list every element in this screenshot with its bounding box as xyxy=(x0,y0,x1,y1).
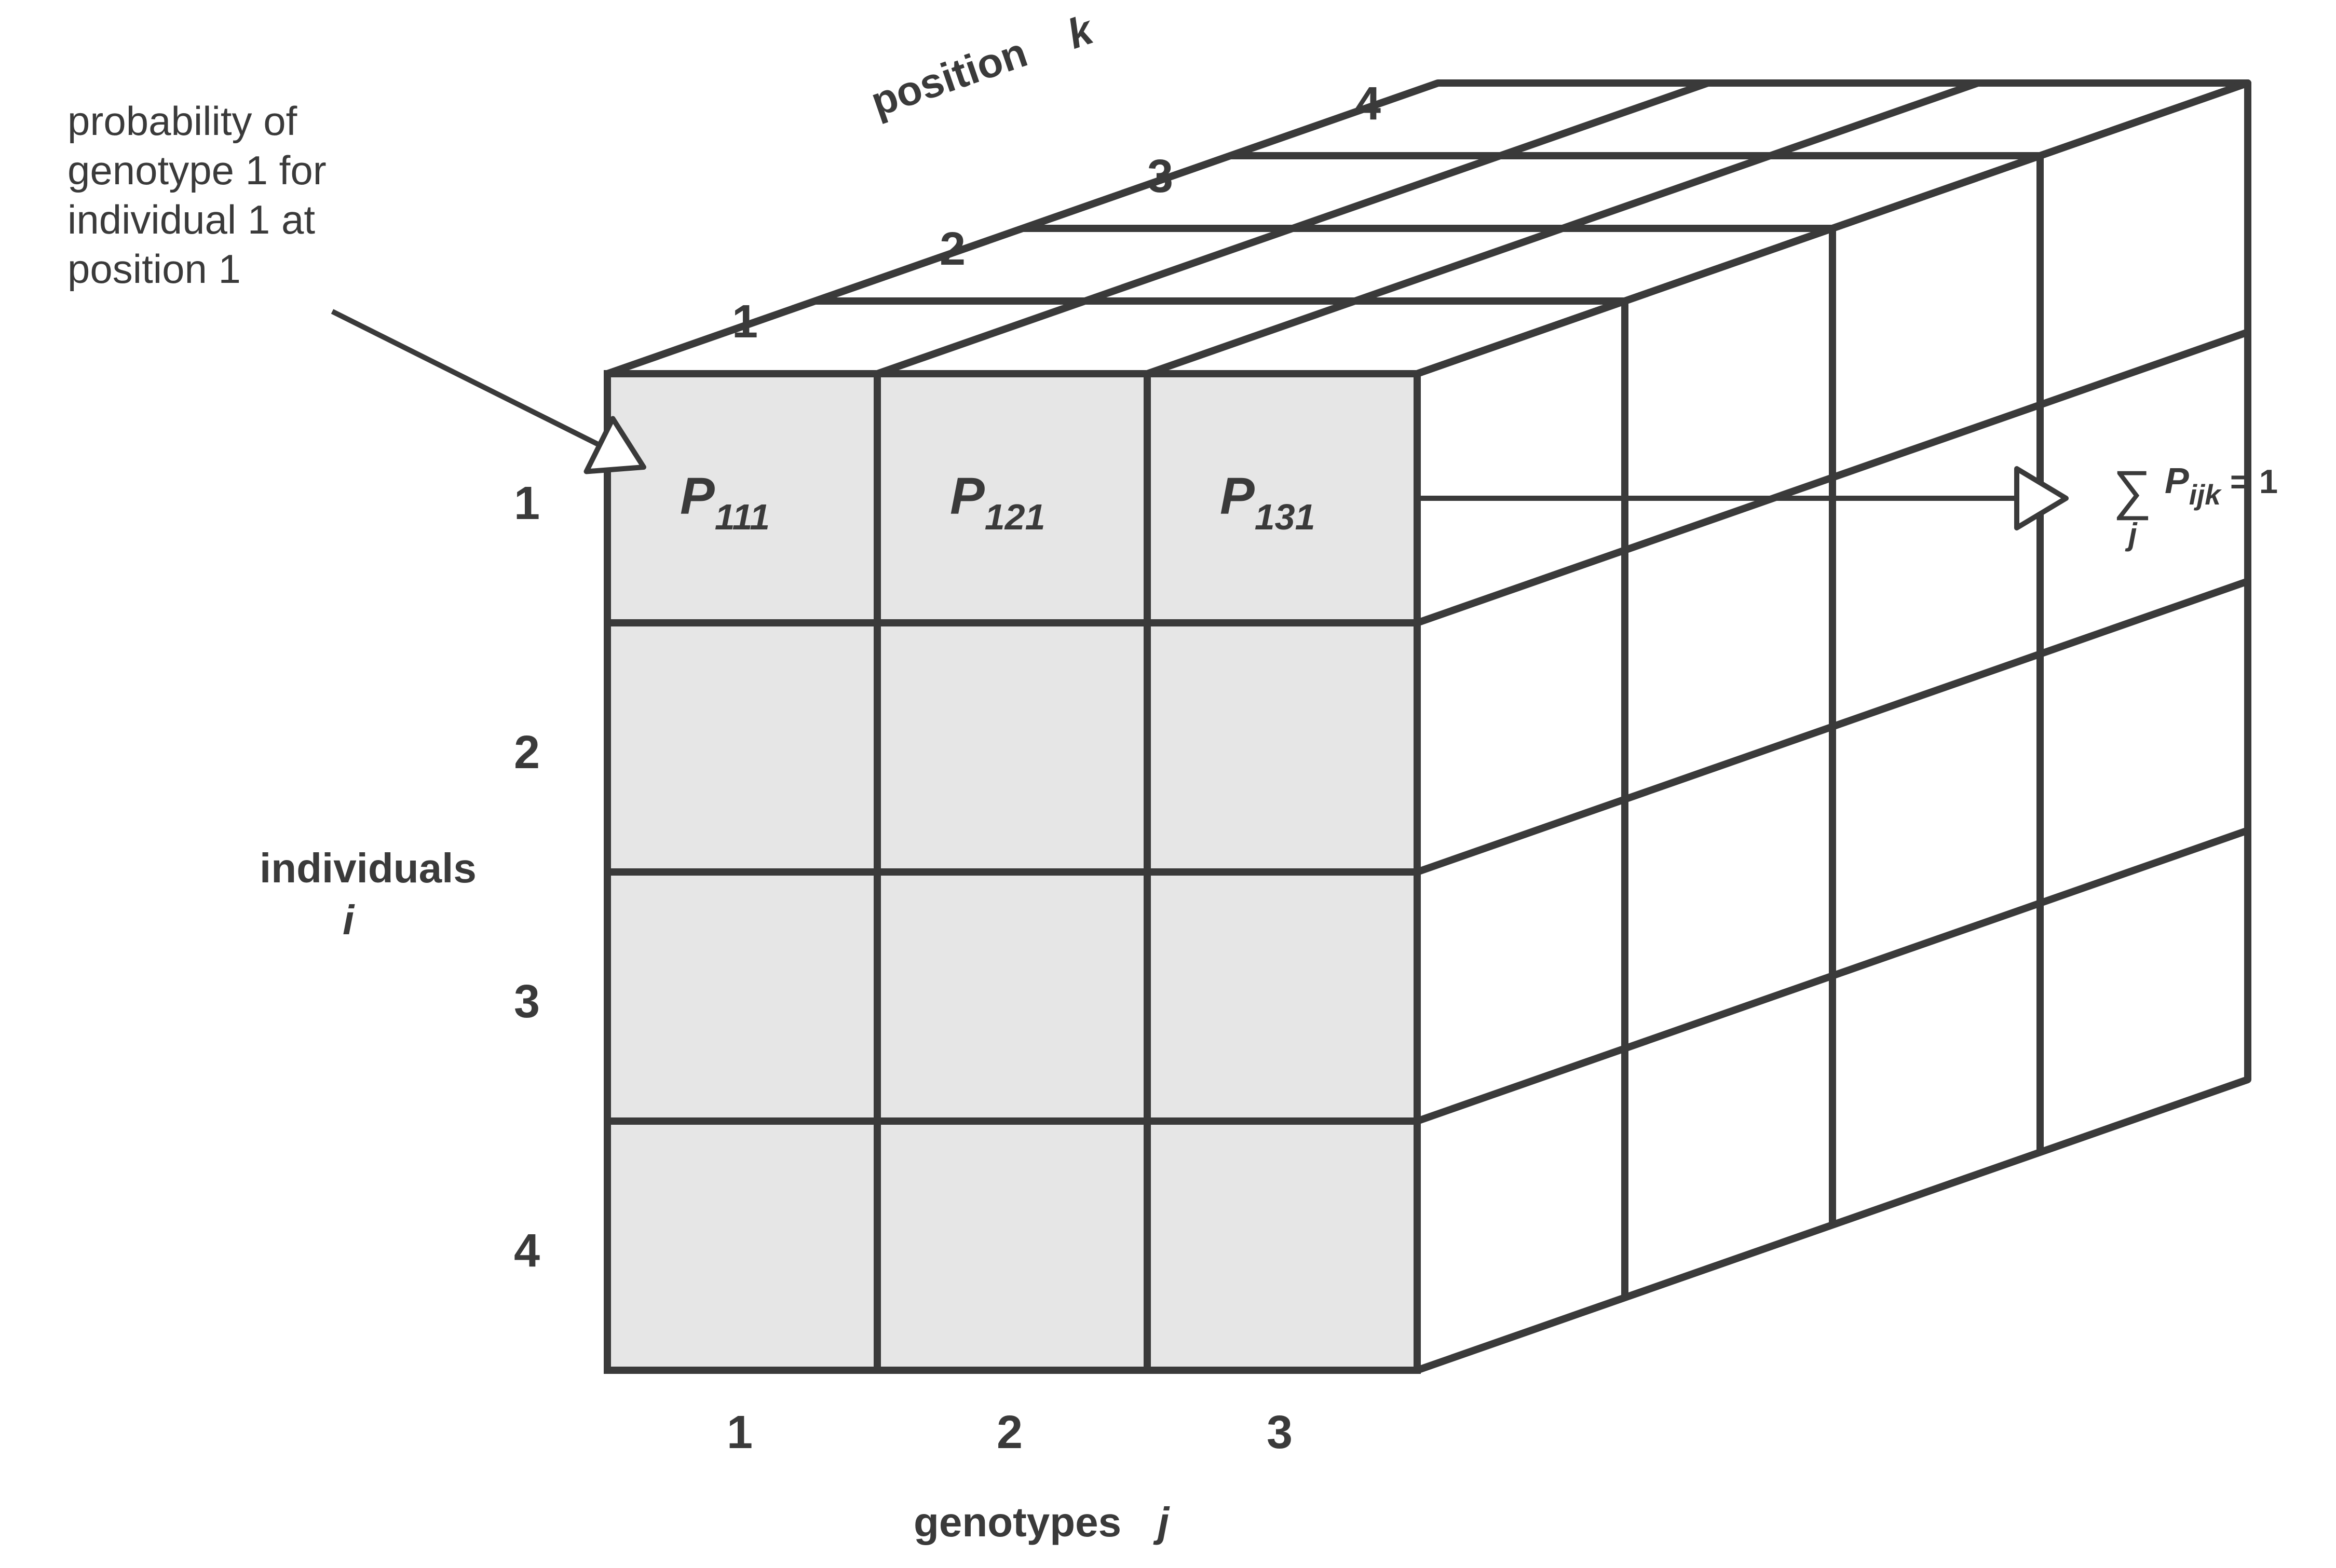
axis-tick-genotypes: 1 xyxy=(727,1407,753,1458)
axis-tick-position: 3 xyxy=(1147,151,1173,202)
genotype-prob-cube-diagram: P111P121P131individualsi1234genotypesj12… xyxy=(0,0,2336,1565)
axis-tick-individuals: 3 xyxy=(514,976,540,1028)
axis-tick-position: 1 xyxy=(732,296,758,348)
sum-sigma: ∑ xyxy=(2113,460,2152,521)
axis-tick-position: 4 xyxy=(1355,78,1381,130)
axis-tick-individuals: 2 xyxy=(514,727,540,779)
axis-symbol-individuals: i xyxy=(343,897,355,943)
annotation-left-arrow-shaft xyxy=(332,311,600,445)
annotation-left-line: position 1 xyxy=(67,246,241,292)
axis-tick-genotypes: 2 xyxy=(997,1407,1023,1458)
axis-tick-genotypes: 3 xyxy=(1267,1407,1293,1458)
annotation-left-line: probability of xyxy=(67,98,297,144)
axis-symbol-position: k xyxy=(1062,6,1100,58)
axis-symbol-genotypes: j xyxy=(1153,1499,1170,1545)
axis-tick-individuals: 1 xyxy=(514,478,540,529)
axis-label-genotypes: genotypes xyxy=(914,1499,1121,1545)
axis-label-individuals: individuals xyxy=(260,845,477,891)
annotation-left-line: individual 1 at xyxy=(67,197,315,242)
annotation-left-line: genotype 1 for xyxy=(67,147,327,193)
axis-tick-individuals: 4 xyxy=(514,1225,540,1277)
axis-tick-position: 2 xyxy=(940,223,966,275)
axis-label-position-group: position k xyxy=(865,6,1101,125)
axis-label-position: position xyxy=(865,29,1033,125)
